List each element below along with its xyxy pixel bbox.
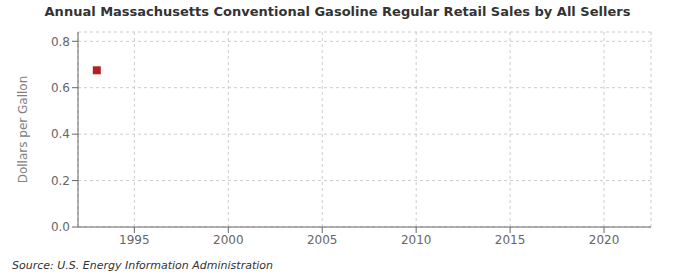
svg-text:0.6: 0.6	[51, 81, 70, 95]
svg-text:2005: 2005	[307, 233, 338, 247]
svg-text:0.2: 0.2	[51, 174, 70, 188]
svg-text:Dollars per Gallon: Dollars per Gallon	[16, 76, 30, 184]
svg-text:2015: 2015	[495, 233, 526, 247]
html-text:Annual Massachusetts Conventio: Annual Massachusetts Conventional Gasoli…	[44, 4, 631, 19]
svg-text:2020: 2020	[589, 233, 620, 247]
svg-text:0.0: 0.0	[51, 220, 70, 234]
svg-text:2010: 2010	[401, 233, 432, 247]
svg-text:0.4: 0.4	[51, 127, 70, 141]
svg-text:0.8: 0.8	[51, 35, 70, 49]
svg-text:1995: 1995	[119, 233, 150, 247]
svg-text:2000: 2000	[213, 233, 244, 247]
html-text:Source: U.S. Energy Informatio: Source: U.S. Energy Information Administ…	[12, 259, 273, 272]
